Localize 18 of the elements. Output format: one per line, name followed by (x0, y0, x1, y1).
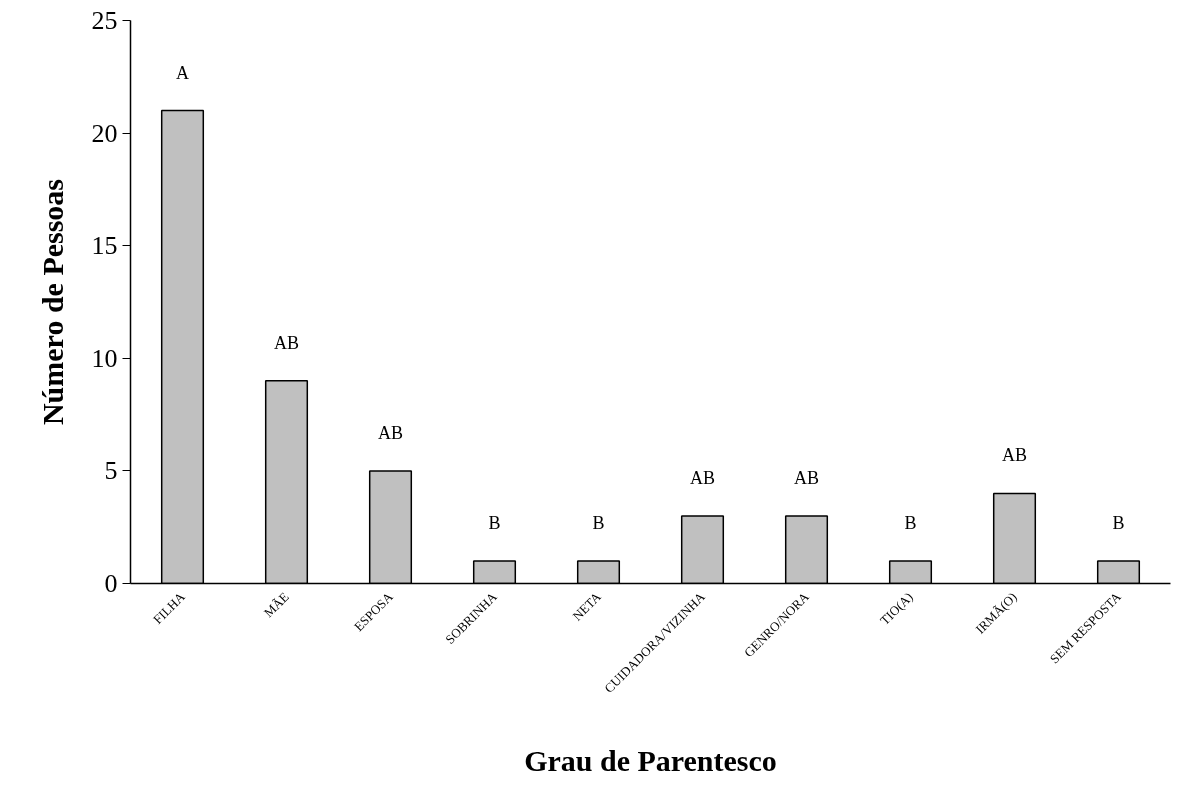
annotation: AB (274, 332, 300, 353)
y-tick-label: 5 (104, 456, 118, 486)
y-tick-label: 15 (91, 231, 118, 261)
annotation: B (592, 512, 605, 533)
annotation: B (1112, 512, 1125, 533)
annotation: AB (378, 422, 404, 443)
annotation: AB (1002, 445, 1028, 466)
y-tick-label: 25 (91, 6, 118, 35)
annotation: B (488, 512, 501, 533)
annotation: B (904, 512, 917, 533)
annotation: AB (794, 467, 820, 488)
y-axis-title: Número de Pessoas (35, 178, 69, 426)
annotation: A (176, 62, 189, 83)
y-tick-label: 20 (91, 118, 118, 148)
y-tick-label: 10 (91, 343, 118, 373)
x-axis-title: Grau de Parentesco (524, 744, 777, 778)
annotation: AB (690, 467, 716, 488)
y-tick-label: 0 (104, 569, 118, 598)
